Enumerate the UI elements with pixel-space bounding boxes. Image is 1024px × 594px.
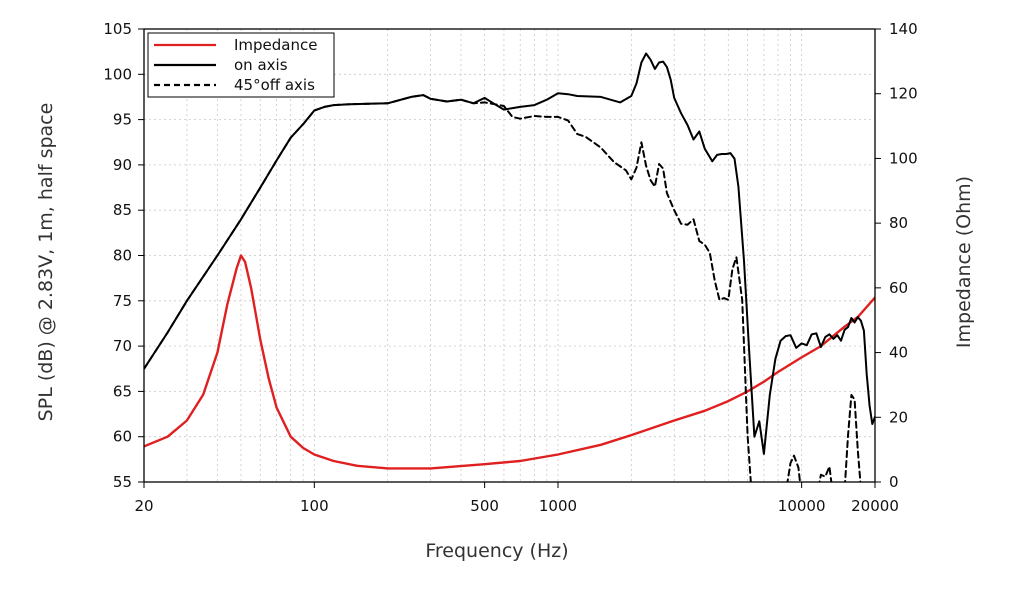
y2-tick-label: 120 — [889, 85, 918, 103]
y2-tick-label: 100 — [889, 149, 918, 167]
legend-label: Impedance — [234, 36, 317, 54]
y-tick-label: 100 — [103, 65, 132, 83]
impedance-line — [144, 254, 875, 470]
y2-tick-label: 40 — [889, 344, 908, 362]
y-tick-label: 65 — [113, 382, 132, 400]
y-tick-label: 90 — [113, 156, 132, 174]
y-tick-label: 105 — [103, 20, 132, 38]
x-tick-label: 10000 — [778, 497, 826, 515]
y-tick-label: 70 — [113, 337, 132, 355]
y-tick-label: 80 — [113, 247, 132, 265]
y2-tick-label: 0 — [889, 473, 899, 491]
legend: Impedance on axis 45°off axis — [147, 32, 335, 98]
y-axis-title: SPL (dB) @ 2.83V, 1m, half space — [35, 103, 57, 422]
y2-tick-label: 60 — [889, 279, 908, 297]
ticks: 20 100 500 1000 10000 20000556065707580859095… — [103, 20, 917, 515]
y-tick-label: 75 — [113, 292, 132, 310]
off-axis-line — [144, 94, 862, 482]
legend-label: on axis — [234, 56, 288, 74]
legend-label: 45°off axis — [234, 76, 315, 94]
x-tick-label: 500 — [470, 497, 499, 515]
x-tick-label: 20000 — [851, 497, 899, 515]
series-layer — [144, 52, 875, 482]
x-tick-label: 100 — [300, 497, 329, 515]
y-tick-label: 55 — [113, 473, 132, 491]
x-tick-label: 1000 — [539, 497, 577, 515]
x-axis-title: Frequency (Hz) — [425, 540, 568, 562]
y2-axis-title: Impedance (Ohm) — [953, 176, 975, 348]
y2-tick-label: 20 — [889, 408, 908, 426]
x-tick-label: 20 — [134, 497, 153, 515]
y2-tick-label: 140 — [889, 20, 918, 38]
y-tick-label: 95 — [113, 111, 132, 129]
y-tick-label: 60 — [113, 428, 132, 446]
y2-tick-label: 80 — [889, 214, 908, 232]
y-tick-label: 85 — [113, 201, 132, 219]
